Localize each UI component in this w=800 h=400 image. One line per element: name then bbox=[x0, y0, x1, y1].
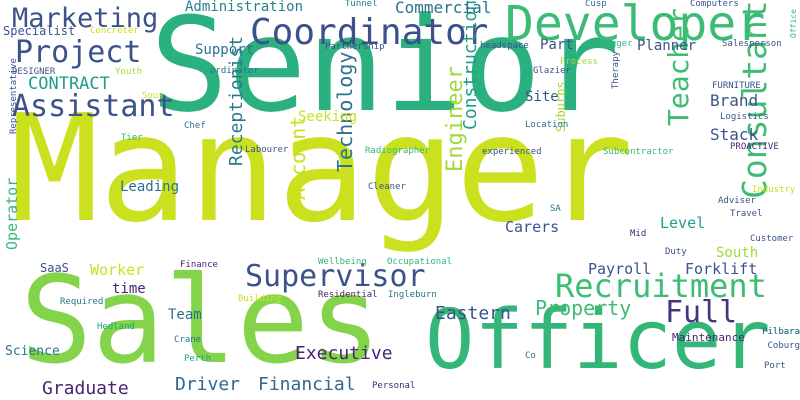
word-manager: Manager bbox=[10, 83, 634, 255]
word-residential: Residential bbox=[318, 290, 378, 300]
word-tier: Tier bbox=[121, 133, 143, 143]
word-sales: Sales bbox=[20, 252, 382, 391]
word-coordinator: Coordinator bbox=[250, 12, 489, 53]
word-concreter: Concreter bbox=[90, 26, 139, 36]
word-sous: Sous bbox=[142, 91, 164, 101]
word-administration: Administration bbox=[185, 0, 304, 15]
word-adviser: Adviser bbox=[718, 196, 756, 206]
word-radiographer: Radiographer bbox=[365, 146, 431, 156]
word-therapy: Therapy bbox=[611, 51, 621, 89]
word-account: Account bbox=[286, 115, 310, 200]
word-proactive: PROACTIVE bbox=[730, 142, 779, 152]
word-ordinator: ordinator bbox=[210, 66, 259, 76]
word-office: Office bbox=[789, 9, 798, 38]
word-stack: Stack bbox=[710, 125, 759, 144]
word-part: Part bbox=[540, 37, 574, 53]
word-level: Level bbox=[660, 214, 706, 232]
word-property: Property bbox=[535, 296, 632, 320]
word-finance: Finance bbox=[180, 260, 218, 270]
word-driver: Driver bbox=[175, 374, 241, 395]
word-payroll: Payroll bbox=[588, 260, 652, 278]
word-executive: Executive bbox=[295, 343, 393, 364]
word-occupational: Occupational bbox=[387, 257, 453, 267]
word-graduate: Graduate bbox=[42, 378, 129, 399]
word-glazier: Glazier bbox=[533, 66, 571, 76]
word-teacher: Teacher bbox=[662, 7, 695, 126]
word-operator: Operator bbox=[3, 177, 21, 250]
word-headspace: headspace bbox=[480, 41, 529, 51]
word-required: Required bbox=[60, 297, 104, 307]
word-commercial: Commercial bbox=[395, 0, 492, 17]
word-site: Site bbox=[525, 89, 559, 105]
word-worker: Worker bbox=[90, 261, 145, 279]
word-industry: Industry bbox=[752, 185, 796, 195]
word-developer: Developer bbox=[505, 0, 766, 52]
word-wellbeing: Wellbeing bbox=[318, 257, 367, 267]
word-co: Co bbox=[525, 351, 536, 361]
word-marketing: Marketing bbox=[12, 3, 159, 34]
word-perth: Perth bbox=[184, 354, 212, 364]
word-ingleburn: Ingleburn bbox=[388, 290, 437, 300]
word-officer: Officer bbox=[425, 293, 771, 388]
word-logistics: Logistics bbox=[720, 112, 769, 122]
word-time: time bbox=[112, 281, 146, 297]
word-youth: Youth bbox=[115, 67, 143, 77]
word-construction: Construction bbox=[460, 0, 481, 131]
word-seeking: Seeking bbox=[298, 109, 358, 125]
word-coburg: Coburg bbox=[767, 341, 800, 351]
word-representative: Representative bbox=[9, 58, 19, 134]
word-recruitment: Recruitment bbox=[555, 267, 767, 305]
word-leading: Leading bbox=[120, 179, 180, 195]
word-labourer: Labourer bbox=[245, 145, 289, 155]
word-support: Support bbox=[195, 42, 255, 58]
word-pilbara-2: Pilbara bbox=[762, 327, 800, 337]
word-salesperson: Salesperson bbox=[722, 39, 782, 49]
word-pilbara: Pilbara bbox=[762, 327, 800, 337]
word-building: Building bbox=[238, 294, 282, 304]
word-crane: Crane bbox=[174, 335, 202, 345]
word-south: South bbox=[716, 245, 759, 261]
word-rigger: Rigger bbox=[600, 39, 633, 49]
word-port: Port bbox=[764, 361, 786, 371]
word-senior: Senior bbox=[150, 0, 620, 141]
word-planner: Planner bbox=[637, 38, 697, 54]
word-duty: Duty bbox=[665, 247, 687, 257]
word-assistant: Assistant bbox=[12, 89, 175, 124]
word-contract: CONTRACT bbox=[28, 74, 110, 94]
word-process: Process bbox=[560, 57, 598, 67]
word-chef: Chef bbox=[184, 121, 206, 131]
word-subcontractor: Subcontractor bbox=[603, 147, 674, 157]
word-computers: Computers bbox=[690, 0, 739, 9]
word-mid: Mid bbox=[630, 229, 647, 239]
word-saas: SaaS bbox=[40, 261, 69, 275]
word-travel: Travel bbox=[730, 209, 763, 219]
word-project: Project bbox=[15, 35, 142, 70]
word-cusp: Cusp bbox=[585, 0, 607, 9]
word-eastern: Eastern bbox=[435, 303, 511, 324]
word-customer: Customer bbox=[750, 234, 794, 244]
word-team: Team bbox=[168, 307, 202, 323]
word-science: Science bbox=[5, 344, 60, 359]
word-forklift: Forklift bbox=[685, 260, 758, 278]
word-hedland: Hedland bbox=[97, 322, 135, 332]
word-tunnel: Tunnel bbox=[345, 0, 378, 9]
word-location: Location bbox=[525, 120, 569, 130]
word-carers: Carers bbox=[505, 218, 560, 236]
word-supervisor: Supervisor bbox=[245, 259, 426, 294]
word-sa: SA bbox=[550, 204, 561, 214]
word-personal: Personal bbox=[372, 381, 416, 391]
word-partnership: Partnership bbox=[325, 42, 385, 52]
word-furniture: FURNITURE bbox=[712, 81, 761, 91]
word-experienced: experienced bbox=[482, 147, 542, 157]
word-specialist: Specialist bbox=[3, 24, 76, 38]
word-full: Full bbox=[665, 295, 738, 330]
word-designer: DESIGNER bbox=[12, 67, 56, 77]
word-financial: Financial bbox=[258, 374, 356, 395]
word-maintenance: Maintenance bbox=[672, 331, 745, 344]
word-brand: Brand bbox=[710, 91, 759, 110]
word-cleaner: Cleaner bbox=[368, 182, 406, 192]
